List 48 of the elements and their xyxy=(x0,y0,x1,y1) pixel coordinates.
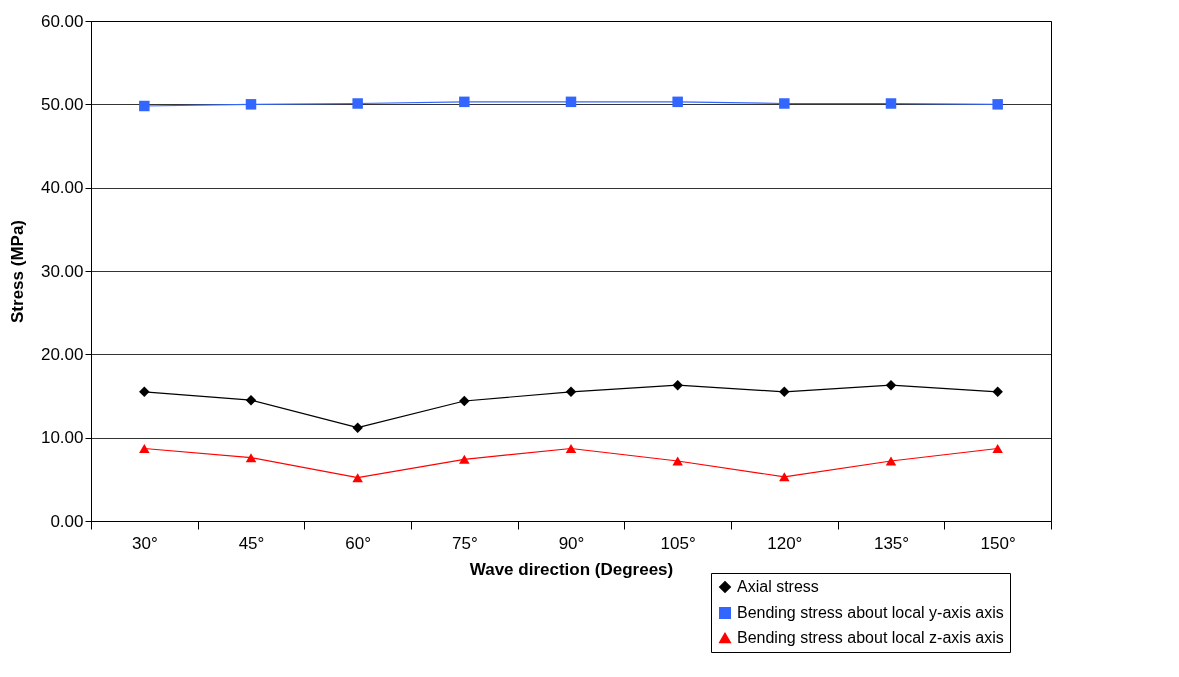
y-axis-title: Stress (MPa) xyxy=(7,220,27,323)
point xyxy=(139,443,150,454)
point xyxy=(139,100,150,112)
y-tick-label: 20.00 xyxy=(40,344,84,364)
x-tick-label: 45° xyxy=(238,533,265,553)
point xyxy=(565,96,577,108)
point xyxy=(352,473,363,483)
point xyxy=(245,99,257,110)
point xyxy=(565,443,577,454)
x-tick-label: 75° xyxy=(451,533,478,553)
point xyxy=(992,99,1003,110)
point xyxy=(139,386,150,398)
y-tick-label: 40.00 xyxy=(40,178,84,198)
x-tick-label: 105° xyxy=(660,533,696,553)
point xyxy=(779,98,790,109)
point xyxy=(672,456,683,466)
point xyxy=(672,379,683,391)
x-tick-label: 60° xyxy=(345,533,372,553)
point xyxy=(672,96,683,108)
x-tick-label: 30° xyxy=(131,533,158,553)
x-tick-label: 135° xyxy=(873,533,910,553)
y-tick-label: 0.00 xyxy=(50,511,84,531)
point xyxy=(459,395,470,407)
point xyxy=(992,386,1003,398)
legend-label: Bending stress about local z-axis axis xyxy=(737,629,1004,646)
x-axis-title: Wave direction (Degrees) xyxy=(469,559,674,579)
y-tick-label: 60.00 xyxy=(40,11,84,31)
point xyxy=(352,422,363,433)
point xyxy=(352,98,363,109)
y-tick-label: 50.00 xyxy=(40,94,84,114)
y-tick-label: 10.00 xyxy=(40,428,84,448)
point xyxy=(885,379,897,391)
point xyxy=(992,443,1003,454)
x-tick-label: 150° xyxy=(980,533,1016,553)
legend-label: Bending stress about local y-axis axis xyxy=(737,604,1004,621)
point xyxy=(885,456,897,466)
point xyxy=(459,96,470,108)
x-tick-label: 90° xyxy=(558,533,585,553)
point xyxy=(245,453,257,463)
point xyxy=(779,386,790,398)
legend-label: Axial stress xyxy=(737,578,819,595)
point xyxy=(565,386,577,398)
point xyxy=(885,98,897,109)
x-tick-label: 120° xyxy=(767,533,803,553)
point xyxy=(245,394,257,406)
point xyxy=(779,472,790,482)
point xyxy=(459,454,470,464)
y-tick-label: 30.00 xyxy=(40,261,84,281)
